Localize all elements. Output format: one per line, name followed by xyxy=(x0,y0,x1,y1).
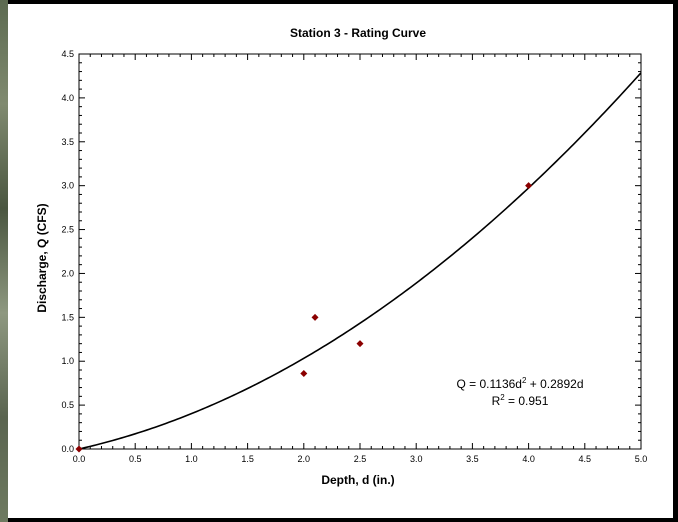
equation-exponent: 2 xyxy=(522,376,527,385)
data-point xyxy=(75,445,83,453)
equation-prefix: Q = 0.1136d xyxy=(456,377,522,391)
chart-title: Station 3 - Rating Curve xyxy=(290,26,426,40)
x-tick-label: 1.0 xyxy=(185,454,198,464)
x-tick-label: 0.0 xyxy=(73,454,86,464)
y-tick-label: 3.0 xyxy=(61,181,74,191)
x-tick-label: 2.5 xyxy=(354,454,367,464)
x-tick-label: 2.0 xyxy=(298,454,311,464)
x-tick-label: 1.5 xyxy=(241,454,254,464)
x-axis-ticks: 0.0 0.5 1.0 1.5 2.0 2.5 3.0 3.5 4.0 4.5 5.0 xyxy=(73,54,648,464)
x-tick-label: 4.5 xyxy=(579,454,592,464)
trendline-group xyxy=(78,72,642,450)
y-tick-label: 1.0 xyxy=(61,356,74,366)
trendline-curve xyxy=(78,72,642,450)
x-tick-label: 3.0 xyxy=(410,454,423,464)
r-squared-exponent: 2 xyxy=(500,393,505,402)
data-point xyxy=(525,182,533,190)
trendline-equation: Q = 0.1136d2 + 0.2892d xyxy=(456,376,583,391)
r-squared-label: R2 = 0.951 xyxy=(492,393,549,408)
x-tick-label: 4.0 xyxy=(522,454,535,464)
r-squared-suffix: = 0.951 xyxy=(505,394,549,408)
data-point xyxy=(300,370,308,378)
y-tick-label: 2.5 xyxy=(61,225,74,235)
y-tick-label: 1.5 xyxy=(61,312,74,322)
y-tick-label: 0.0 xyxy=(61,444,74,454)
y-tick-label: 4.5 xyxy=(61,49,74,59)
rating-curve-chart: Station 3 - Rating Curve 0.0 0.5 1.0 1.5 2.0… xyxy=(35,26,648,487)
chart-panel: Station 3 - Rating Curve 0.0 0.5 1.0 1.5 2.0… xyxy=(8,4,673,518)
x-tick-label: 0.5 xyxy=(129,454,142,464)
data-points xyxy=(75,182,533,453)
x-tick-label: 3.5 xyxy=(466,454,479,464)
equation-suffix: + 0.2892d xyxy=(526,377,583,391)
x-axis-label: Depth, d (in.) xyxy=(321,473,394,487)
x-tick-label: 5.0 xyxy=(635,454,648,464)
data-point xyxy=(311,313,319,321)
data-point xyxy=(356,340,364,348)
y-tick-label: 3.5 xyxy=(61,137,74,147)
y-axis-ticks: 0.0 0.5 1.0 1.5 2.0 2.5 3.0 3.5 4.0 4.5 xyxy=(61,49,641,454)
y-tick-label: 0.5 xyxy=(61,400,74,410)
r-squared-prefix: R xyxy=(492,394,501,408)
y-tick-label: 4.0 xyxy=(61,93,74,103)
y-axis-label: Discharge, Q (CFS) xyxy=(35,203,49,312)
y-tick-label: 2.0 xyxy=(61,268,74,278)
background-photo-strip xyxy=(0,0,8,522)
